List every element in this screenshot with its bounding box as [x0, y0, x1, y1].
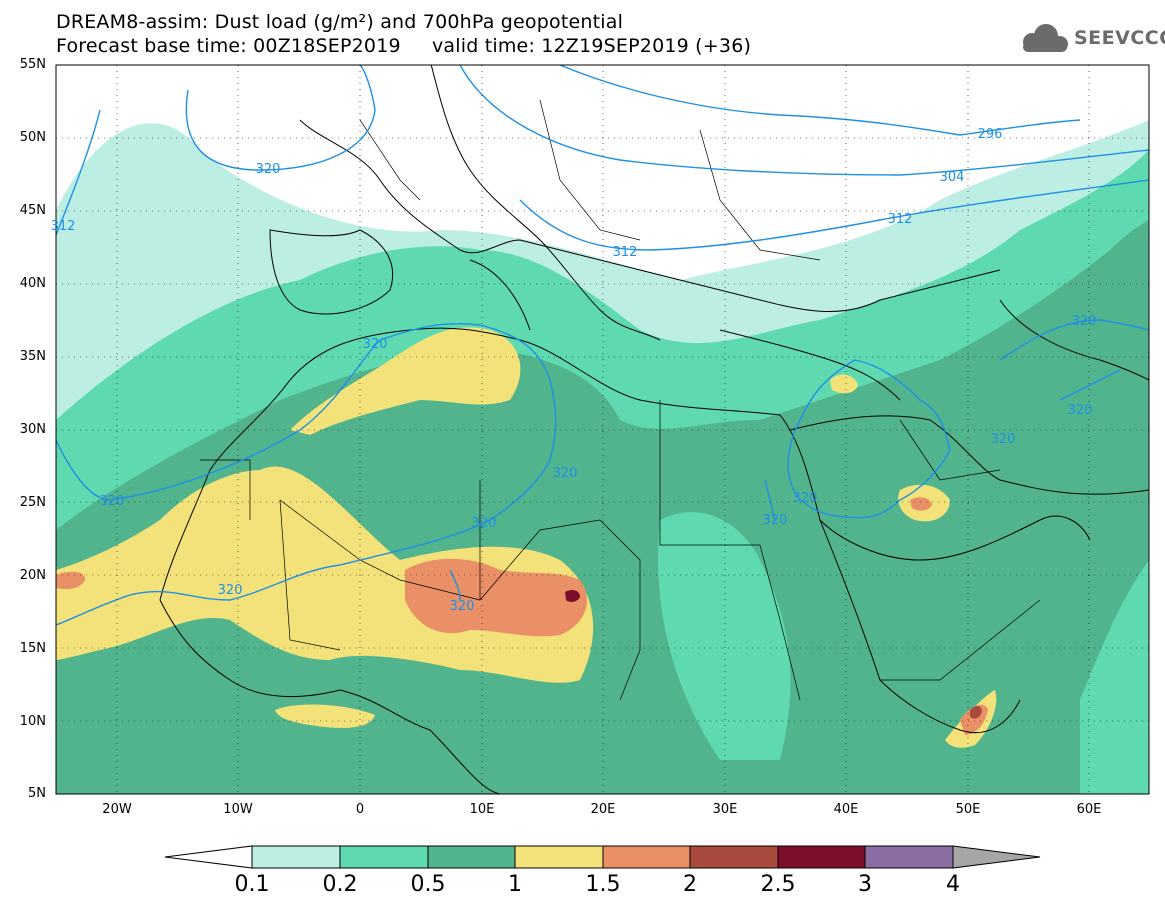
colorbar-label: 2 [683, 872, 697, 897]
lat-label: 40N [19, 276, 46, 291]
geopotential-contours [56, 65, 1149, 626]
lon-label: 10W [223, 802, 253, 817]
lon-label: 20E [590, 802, 616, 817]
map-subtitle: Forecast base time: 00Z18SEP2019 valid t… [56, 35, 752, 57]
colorbar-label: 4 [946, 872, 960, 897]
lat-label: 45N [19, 203, 46, 218]
colorbar-over [952, 845, 1041, 869]
lat-label: 55N [19, 57, 46, 72]
lat-label: 20N [19, 568, 46, 583]
contour-label: 312 [888, 212, 913, 227]
gridlines [56, 65, 1149, 794]
lat-label: 10N [19, 714, 46, 729]
plot-frame [55, 64, 1150, 795]
lat-label: 50N [19, 130, 46, 145]
borders [200, 99, 1041, 701]
lon-label: 10E [469, 802, 495, 817]
contour-label: 320 [256, 162, 281, 177]
coastlines [159, 65, 1149, 794]
contour-label: 320 [763, 513, 788, 528]
contour-label: 320 [450, 599, 475, 614]
colorbar [164, 845, 1041, 869]
contour-label: 320 [1072, 314, 1097, 329]
lat-label: 25N [19, 495, 46, 510]
logo-text: SEEVCCC [1074, 27, 1165, 49]
contour-label: 312 [613, 245, 638, 260]
colorbar-label: 0.5 [410, 872, 446, 897]
contour-label: 320 [793, 491, 818, 506]
lon-label: 20W [102, 802, 132, 817]
contour-label: 320 [991, 432, 1016, 447]
contour-label: 320 [1068, 403, 1093, 418]
contour-label: 312 [51, 219, 76, 234]
lon-label: 60E [1076, 802, 1102, 817]
colorbar-label: 2.5 [760, 872, 796, 897]
colorbar-label: 0.1 [234, 872, 270, 897]
contour-label: 304 [940, 170, 965, 185]
lat-label: 35N [19, 349, 46, 364]
dust-band-1.5 [405, 558, 588, 637]
lon-label: 50E [955, 802, 981, 817]
dust-field [56, 65, 1149, 794]
colorbar-label: 3 [858, 872, 872, 897]
lon-label: 40E [833, 802, 859, 817]
contour-label: 320 [100, 494, 125, 509]
lat-label: 5N [28, 786, 46, 801]
dust-band-2.5 [565, 589, 580, 602]
lat-label: 15N [19, 641, 46, 656]
contour-label: 320 [363, 337, 388, 352]
lon-label: 0 [355, 802, 365, 817]
logo-cloud-icon [1023, 24, 1068, 52]
contour-label: 320 [218, 583, 243, 598]
colorbar-label: 0.2 [322, 872, 358, 897]
map-title: DREAM8-assim: Dust load (g/m²) and 700hP… [56, 11, 624, 33]
contour-label: 320 [472, 516, 497, 531]
lat-label: 30N [19, 422, 46, 437]
contour-label: 320 [553, 466, 578, 481]
contour-label: 296 [978, 127, 1003, 142]
lon-label: 30E [712, 802, 738, 817]
colorbar-label: 1 [508, 872, 522, 897]
colorbar-label: 1.5 [585, 872, 621, 897]
